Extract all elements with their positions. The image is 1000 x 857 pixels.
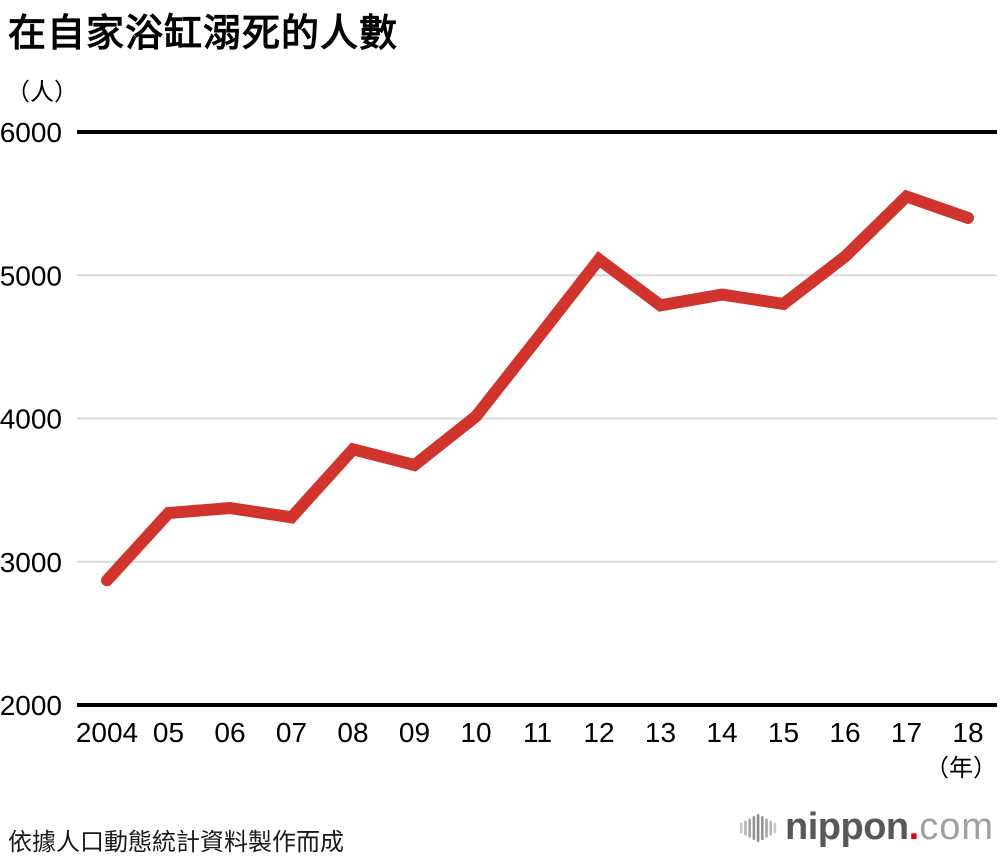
x-tick-label: 08 <box>337 717 368 748</box>
x-tick-label: 07 <box>276 717 307 748</box>
x-tick-label: 2004 <box>76 717 138 748</box>
audio-bar <box>744 820 747 835</box>
nippon-logo: nippon. com <box>740 806 994 849</box>
x-tick-label: 14 <box>706 717 737 748</box>
x-tick-label: 09 <box>399 717 430 748</box>
audio-bar <box>765 818 768 837</box>
data-line <box>101 189 974 587</box>
y-axis-unit-label: （人） <box>6 79 78 106</box>
y-tick-label: 3000 <box>0 547 62 578</box>
y-tick-label: 6000 <box>0 117 62 148</box>
x-tick-label: 05 <box>153 717 184 748</box>
x-tick-label: 17 <box>891 717 922 748</box>
audio-bar <box>756 813 760 842</box>
source-note: 依據人口動態統計資料製作而成 <box>8 829 344 856</box>
x-tick-label: 06 <box>214 717 245 748</box>
logo-dot: . <box>908 806 920 848</box>
x-axis-unit-label: （年） <box>925 755 997 782</box>
audio-bar <box>740 822 743 833</box>
audio-bars-icon <box>740 813 777 842</box>
x-tick-label: 10 <box>460 717 491 748</box>
logo-name-text: nippon <box>785 806 909 848</box>
x-tick-label: 15 <box>768 717 799 748</box>
logo-tld-text: com <box>919 806 994 848</box>
audio-bar <box>752 815 756 840</box>
y-tick-label: 5000 <box>0 260 62 291</box>
audio-bar <box>769 820 773 835</box>
y-tick-label: 4000 <box>0 404 62 435</box>
chart-title: 在自家浴缸溺死的人數 <box>8 13 399 55</box>
x-tick-label: 12 <box>583 717 614 748</box>
x-tick-label: 11 <box>523 717 552 748</box>
y-tick-label: 2000 <box>0 690 62 721</box>
x-tick-label: 18 <box>952 717 983 748</box>
audio-bar <box>748 818 752 837</box>
x-tick-label: 13 <box>645 717 676 748</box>
bathtub-drownings-line-chart: 2000 3000 4000 5000 6000 2004 05 06 07 08 09 10 11 12… <box>0 117 997 782</box>
audio-bar <box>761 815 764 840</box>
x-tick-label: 16 <box>829 717 860 748</box>
audio-bar <box>773 822 777 833</box>
